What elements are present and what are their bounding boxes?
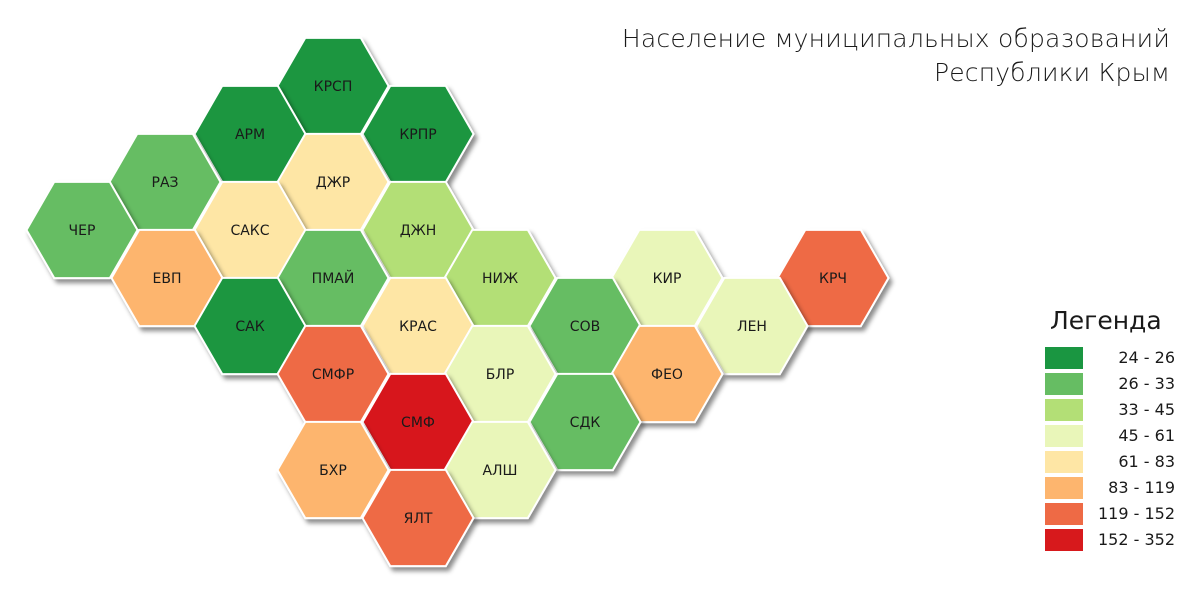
legend-swatch bbox=[1045, 399, 1083, 421]
hex-бхр: БХР bbox=[276, 420, 390, 520]
hex-cell bbox=[695, 276, 809, 376]
hex-смфр: СМФР bbox=[276, 324, 390, 424]
legend-label: 83 - 119 bbox=[1108, 478, 1175, 497]
hex-label: САК bbox=[235, 319, 264, 335]
hex-label: КРАС bbox=[399, 319, 437, 335]
legend-row: 24 - 26 bbox=[1045, 346, 1175, 370]
legend-label: 152 - 352 bbox=[1097, 530, 1175, 549]
legend-label: 26 - 33 bbox=[1118, 374, 1175, 393]
hex-label: ЧЕР bbox=[69, 223, 96, 239]
hex-label: САКС bbox=[230, 223, 269, 239]
hex-label: КРПР bbox=[399, 127, 436, 143]
hex-label: ЕВП bbox=[153, 271, 182, 287]
legend-row: 61 - 83 bbox=[1045, 450, 1175, 474]
hex-cell bbox=[528, 372, 642, 472]
hex-крпр: КРПР bbox=[361, 84, 475, 184]
legend-row: 119 - 152 bbox=[1045, 502, 1175, 526]
map-title-line-1: Население муниципальных образований bbox=[621, 24, 1170, 53]
hex-label: РАЗ bbox=[152, 175, 179, 191]
hex-сакс: САКС bbox=[193, 180, 307, 280]
legend-swatch bbox=[1045, 347, 1083, 369]
legend-swatch bbox=[1045, 503, 1083, 525]
hex-крас: КРАС bbox=[361, 276, 475, 376]
hex-label: КРЧ bbox=[819, 271, 847, 287]
legend-row: 83 - 119 bbox=[1045, 476, 1175, 500]
hex-алш: АЛШ bbox=[443, 420, 557, 520]
hex-смф: СМФ bbox=[361, 372, 475, 472]
legend-swatch bbox=[1045, 451, 1083, 473]
legend-title: Легенда bbox=[1050, 306, 1162, 335]
legend-label: 24 - 26 bbox=[1118, 348, 1175, 367]
hex-лен: ЛЕН bbox=[695, 276, 809, 376]
hex-label: БЛР bbox=[486, 367, 515, 383]
hex-label: ПМАЙ bbox=[312, 269, 355, 287]
hex-label: АРМ bbox=[235, 127, 265, 143]
hex-ялт: ЯЛТ bbox=[361, 468, 475, 568]
legend-label: 45 - 61 bbox=[1118, 426, 1175, 445]
hex-label: ЯЛТ bbox=[404, 511, 433, 527]
legend-row: 33 - 45 bbox=[1045, 398, 1175, 422]
hex-label: НИЖ bbox=[482, 271, 518, 287]
legend-row: 45 - 61 bbox=[1045, 424, 1175, 448]
hex-label: ФЕО bbox=[651, 367, 683, 383]
hex-label: АЛШ bbox=[482, 463, 517, 479]
hex-label: СМФР bbox=[312, 367, 354, 383]
legend-swatch bbox=[1045, 425, 1083, 447]
hex-сдк: СДК bbox=[528, 372, 642, 472]
hex-label: ЛЕН bbox=[737, 319, 767, 335]
hex-label: ДЖР bbox=[316, 175, 350, 191]
legend-swatch bbox=[1045, 477, 1083, 499]
legend-row: 152 - 352 bbox=[1045, 528, 1175, 552]
hex-label: ДЖН bbox=[400, 223, 437, 239]
hex-label: СДК bbox=[570, 415, 601, 431]
hex-cell bbox=[361, 468, 475, 568]
map-title-line-2: Республики Крым bbox=[933, 58, 1170, 87]
hex-label: КИР bbox=[653, 271, 682, 287]
legend-swatch bbox=[1045, 529, 1083, 551]
legend-label: 33 - 45 bbox=[1118, 400, 1175, 419]
hex-label: БХР bbox=[319, 463, 347, 479]
hex-label: КРСП bbox=[314, 79, 353, 95]
legend-row: 26 - 33 bbox=[1045, 372, 1175, 396]
hex-cell bbox=[25, 180, 139, 280]
hex-cell bbox=[276, 420, 390, 520]
hex-label: СОВ bbox=[570, 319, 600, 335]
hex-label: СМФ bbox=[401, 415, 435, 431]
legend-label: 61 - 83 bbox=[1118, 452, 1175, 471]
legend-swatch bbox=[1045, 373, 1083, 395]
legend-label: 119 - 152 bbox=[1097, 504, 1175, 523]
hex-чер: ЧЕР bbox=[25, 180, 139, 280]
